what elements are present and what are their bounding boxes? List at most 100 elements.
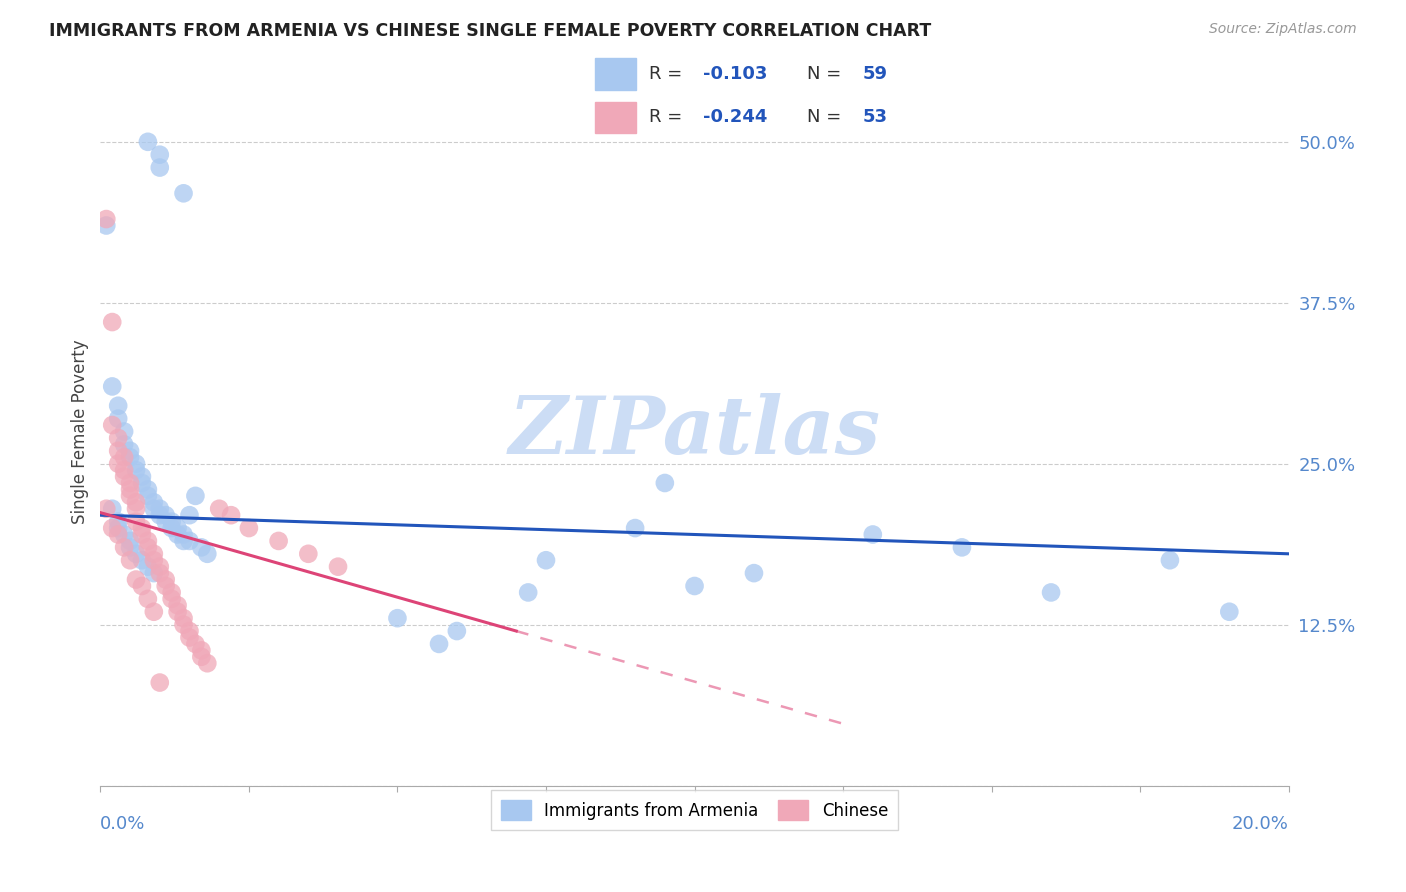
Point xyxy=(112,437,135,451)
Y-axis label: Single Female Poverty: Single Female Poverty xyxy=(72,339,89,524)
Point xyxy=(136,559,159,574)
Point xyxy=(155,508,177,523)
Point xyxy=(107,515,129,529)
Point xyxy=(173,617,195,632)
Point xyxy=(149,559,172,574)
Point xyxy=(166,521,188,535)
Point xyxy=(131,579,153,593)
Point xyxy=(446,624,468,638)
Point xyxy=(120,450,142,465)
Point xyxy=(112,425,135,439)
Point xyxy=(297,547,319,561)
Point xyxy=(112,527,135,541)
Point xyxy=(136,541,159,555)
Point xyxy=(1218,605,1240,619)
Point xyxy=(624,521,647,535)
Text: -0.244: -0.244 xyxy=(703,109,768,127)
Point xyxy=(166,527,188,541)
Point xyxy=(190,541,212,555)
Point xyxy=(112,541,135,555)
Point xyxy=(534,553,557,567)
Point xyxy=(120,475,142,490)
Legend: Immigrants from Armenia, Chinese: Immigrants from Armenia, Chinese xyxy=(491,790,898,830)
Point xyxy=(160,585,183,599)
Point xyxy=(101,501,124,516)
Point xyxy=(742,566,765,581)
Point xyxy=(101,315,124,329)
Point xyxy=(149,675,172,690)
Point xyxy=(107,443,129,458)
Point xyxy=(427,637,450,651)
Point xyxy=(654,475,676,490)
Point xyxy=(149,508,172,523)
Point xyxy=(184,489,207,503)
Point xyxy=(160,591,183,606)
Point xyxy=(120,533,142,548)
Point xyxy=(184,637,207,651)
Point xyxy=(142,605,165,619)
Point xyxy=(112,450,135,465)
Point xyxy=(131,521,153,535)
Point xyxy=(179,624,201,638)
Text: 20.0%: 20.0% xyxy=(1232,815,1289,833)
Point xyxy=(101,379,124,393)
Point xyxy=(155,579,177,593)
Point xyxy=(267,533,290,548)
Point xyxy=(136,533,159,548)
Point xyxy=(125,457,148,471)
Point xyxy=(142,566,165,581)
Point xyxy=(387,611,409,625)
Point xyxy=(120,553,142,567)
Point xyxy=(173,611,195,625)
Point xyxy=(131,527,153,541)
Point xyxy=(120,483,142,497)
Point xyxy=(179,631,201,645)
Point xyxy=(149,566,172,581)
Point xyxy=(107,527,129,541)
Point xyxy=(96,212,118,227)
Point xyxy=(238,521,260,535)
Point xyxy=(142,495,165,509)
Text: N =: N = xyxy=(807,109,841,127)
Point xyxy=(190,649,212,664)
Point xyxy=(160,515,183,529)
Point xyxy=(125,495,148,509)
Point xyxy=(190,643,212,657)
Point xyxy=(107,521,129,535)
Point xyxy=(120,541,142,555)
Text: -0.103: -0.103 xyxy=(703,65,768,83)
Point xyxy=(120,489,142,503)
Point xyxy=(195,657,218,671)
Point xyxy=(179,508,201,523)
Text: 0.0%: 0.0% xyxy=(100,815,146,833)
Bar xyxy=(595,102,636,134)
Text: Source: ZipAtlas.com: Source: ZipAtlas.com xyxy=(1209,22,1357,37)
Point xyxy=(112,469,135,483)
Point xyxy=(173,533,195,548)
Point xyxy=(107,431,129,445)
Point xyxy=(96,219,118,233)
Point xyxy=(683,579,706,593)
Point xyxy=(131,475,153,490)
Point xyxy=(1159,553,1181,567)
Point xyxy=(112,463,135,477)
Point xyxy=(101,418,124,433)
Point xyxy=(142,501,165,516)
Point xyxy=(101,521,124,535)
Point xyxy=(173,527,195,541)
Point xyxy=(125,573,148,587)
Point xyxy=(166,605,188,619)
Point xyxy=(107,457,129,471)
Point xyxy=(155,573,177,587)
Point xyxy=(96,501,118,516)
Point xyxy=(131,469,153,483)
Point xyxy=(149,161,172,175)
Point xyxy=(1040,585,1063,599)
Text: ZIPatlas: ZIPatlas xyxy=(509,392,880,470)
Point xyxy=(107,399,129,413)
Point xyxy=(149,147,172,161)
Point xyxy=(136,591,159,606)
Point xyxy=(517,585,540,599)
Point xyxy=(125,515,148,529)
Point xyxy=(125,547,148,561)
